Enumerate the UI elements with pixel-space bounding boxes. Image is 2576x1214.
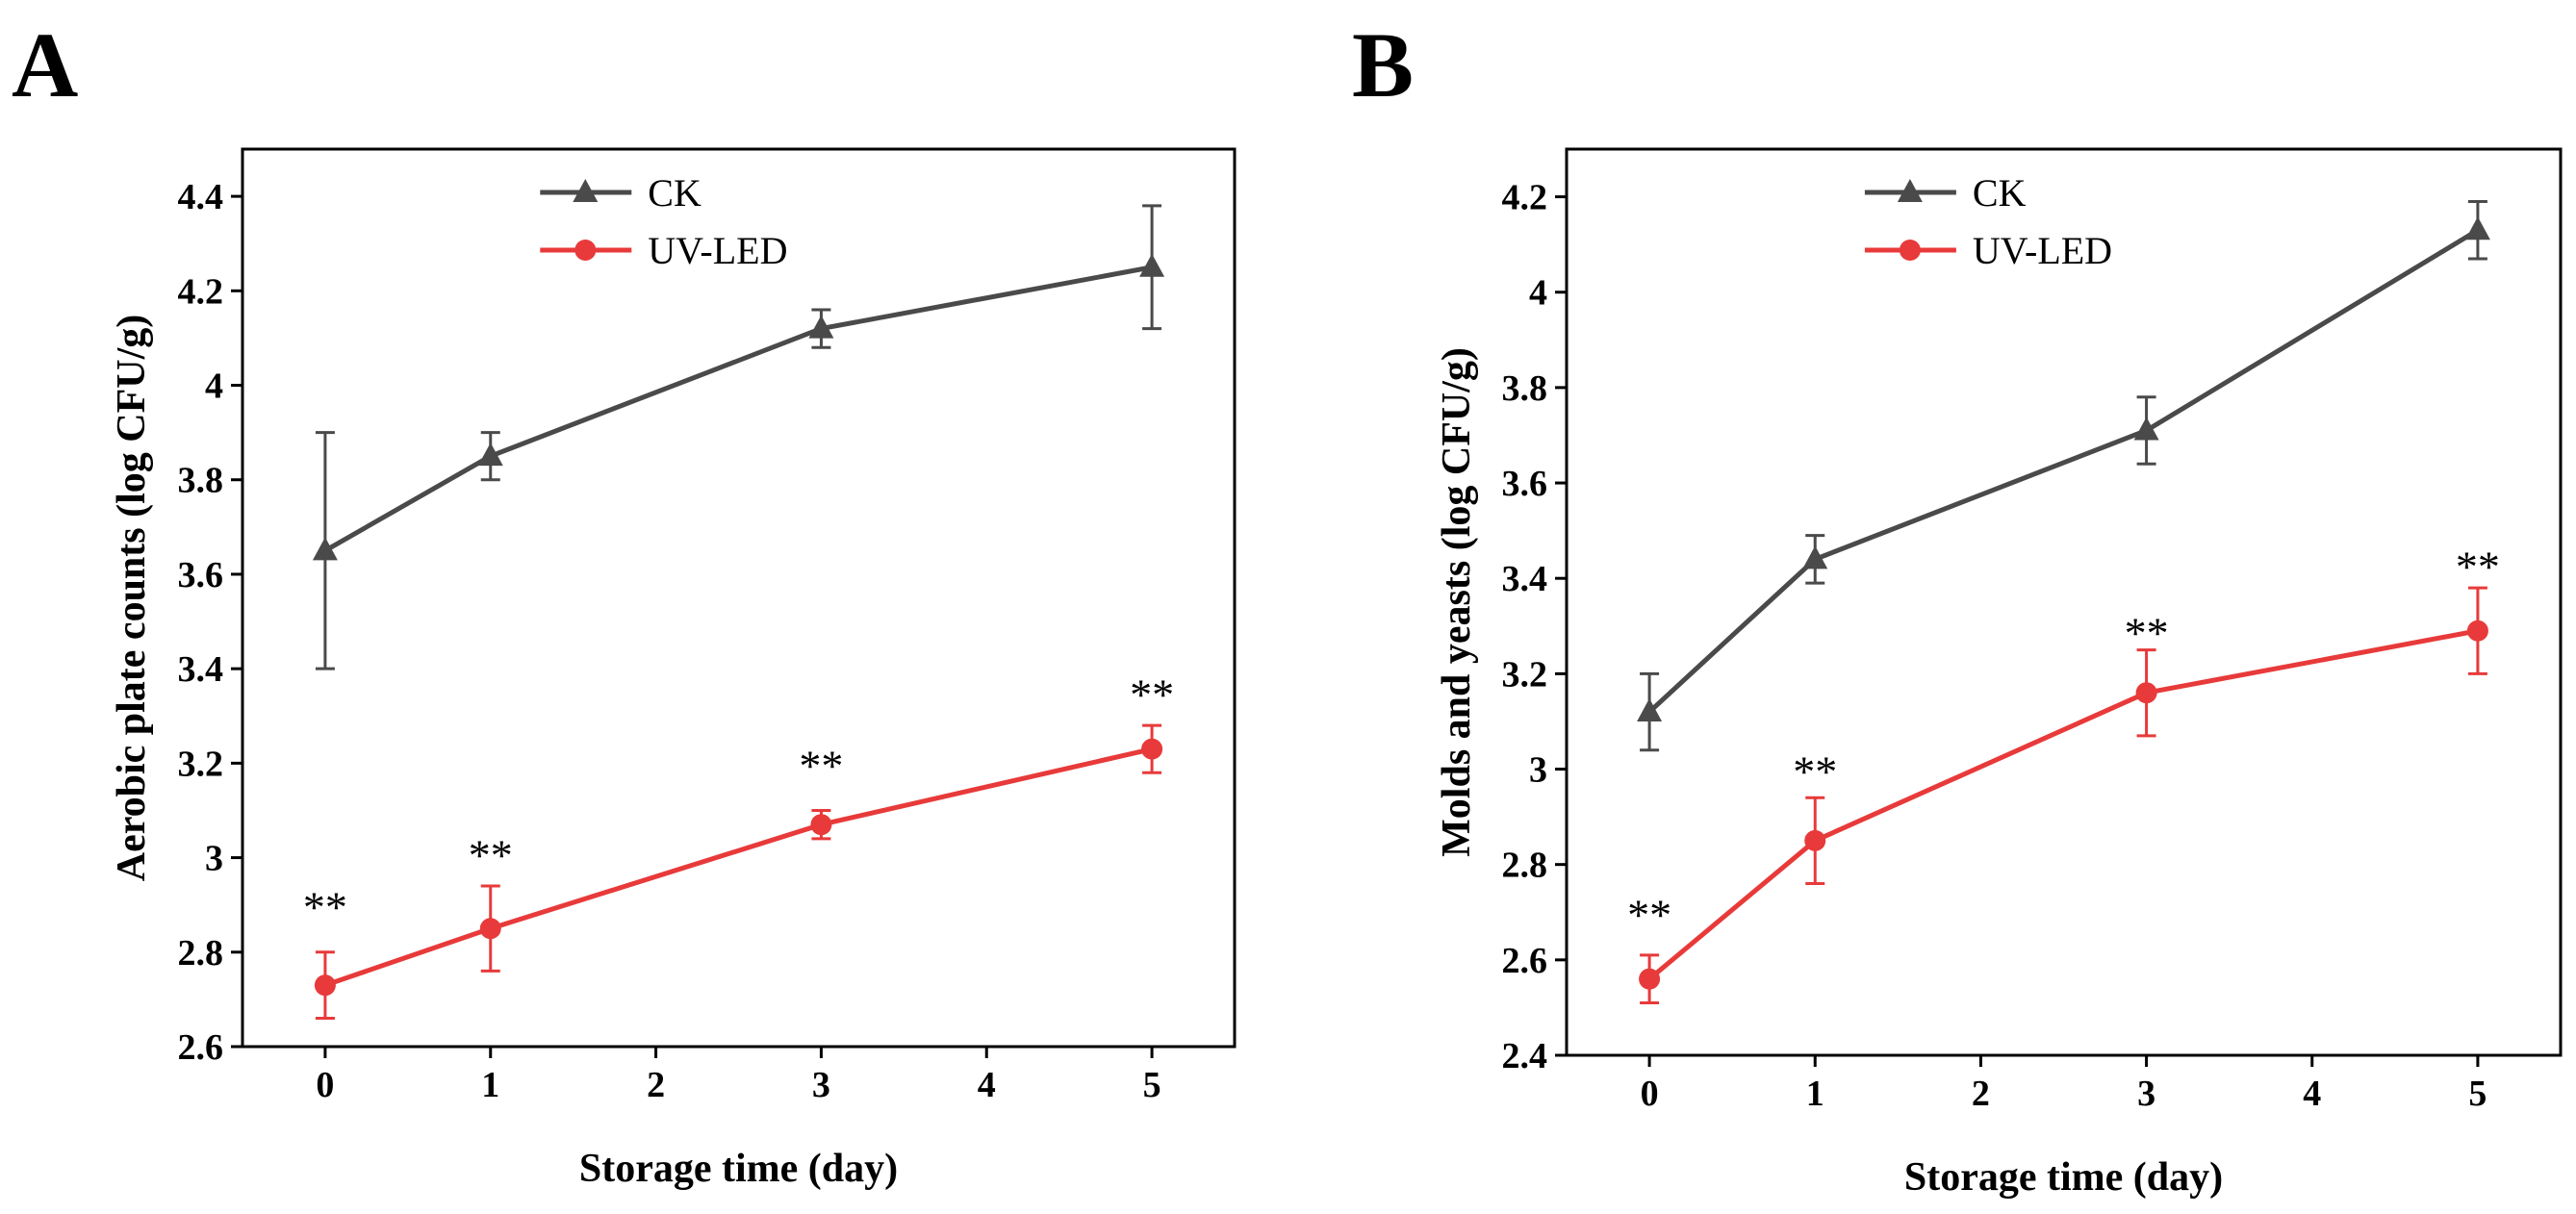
legend: CK UV-LED [540, 171, 787, 272]
legend: CK UV-LED [1864, 171, 2112, 272]
series-ck [1637, 200, 2490, 752]
x-tick-label: 2 [647, 1065, 665, 1105]
significance-label: ** [1130, 670, 1174, 720]
data-point [479, 918, 501, 940]
y-tick-label: 2.8 [1502, 846, 1548, 886]
significance-label: ** [303, 883, 347, 932]
plot-frame [1565, 147, 2563, 1057]
legend-label: UV-LED [1973, 229, 2112, 272]
y-tick-label: 3.8 [1502, 368, 1548, 409]
x-tick-label: 5 [1143, 1065, 1161, 1105]
legend-marker [573, 179, 599, 202]
plot-frame [241, 147, 1237, 1049]
y-tick-label: 3.2 [1502, 654, 1548, 695]
data-point [312, 537, 338, 561]
y-tick-label: 3 [1529, 750, 1547, 791]
data-point [1804, 829, 1826, 851]
data-point [808, 315, 834, 339]
significance-label: ** [2456, 542, 2500, 591]
series-line [323, 265, 1153, 553]
data-point [2466, 620, 2488, 642]
data-point [2135, 682, 2157, 704]
significance-label: ** [799, 741, 843, 790]
significance-label: ** [1793, 747, 1837, 797]
y-tick-label: 4.2 [178, 271, 224, 312]
legend-label: CK [648, 171, 701, 215]
data-point [2133, 417, 2159, 441]
y-tick-label: 4.2 [1502, 178, 1548, 218]
x-tick-label: 3 [2137, 1074, 2155, 1114]
y-tick-label: 3.2 [178, 744, 224, 784]
y-tick-label: 3.4 [178, 649, 224, 690]
data-point [1639, 968, 1661, 990]
x-tick-label: 1 [1806, 1074, 1824, 1114]
legend-marker [1899, 240, 1921, 261]
data-point [1139, 253, 1165, 277]
chart-panel-b: B 2.4 2.6 2.8 3 3.2 3.4 3.6 3.8 4 4.2 0 1 2 3 4 5 Storage… [1352, 13, 2563, 1200]
y-axis-label: Aerobic plate counts (log CFU/g) [110, 315, 154, 882]
data-point [477, 443, 503, 467]
x-tick-label: 4 [978, 1065, 996, 1105]
y-tick-label: 4 [1529, 273, 1547, 314]
chart-panel-a: A 2.6 2.8 3 3.2 3.4 3.6 3.8 4 4.2 4.4 0 1 2 3 4 5 Storage… [12, 13, 1237, 1191]
x-tick-label: 0 [316, 1065, 334, 1105]
y-tick-label: 2.8 [178, 933, 224, 974]
y-tick-label: 2.6 [1502, 941, 1548, 981]
significance-label: ** [2125, 609, 2169, 658]
y-tick-label: 3.8 [178, 461, 224, 501]
y-tick-label: 3.4 [1502, 559, 1548, 599]
y-tick-label: 2.6 [178, 1027, 224, 1068]
y-tick-label: 4.4 [178, 177, 224, 217]
legend-label: UV-LED [648, 229, 787, 272]
legend-label: CK [1973, 171, 2027, 215]
panel-label: B [1352, 13, 1414, 116]
significance-label: ** [1627, 890, 1671, 939]
data-point [810, 814, 832, 836]
x-axis-label: Storage time (day) [1904, 1155, 2223, 1200]
data-point [1141, 738, 1163, 760]
legend-marker [574, 240, 597, 261]
series-uv-led [1639, 586, 2488, 1004]
data-point [1637, 698, 1663, 722]
series-uv-led [314, 723, 1163, 1021]
x-tick-label: 0 [1641, 1074, 1659, 1114]
data-point [1802, 545, 1828, 569]
y-tick-label: 4 [205, 367, 223, 407]
y-tick-label: 3 [205, 839, 223, 879]
y-axis-label: Molds and yeasts (log CFU/g) [1435, 347, 1479, 857]
x-axis-label: Storage time (day) [579, 1147, 898, 1191]
x-tick-label: 3 [812, 1065, 830, 1105]
x-tick-label: 2 [1972, 1074, 1990, 1114]
series-line [324, 746, 1153, 988]
y-tick-label: 2.4 [1502, 1036, 1548, 1076]
x-tick-label: 5 [2468, 1074, 2487, 1114]
series-ck [312, 204, 1165, 670]
series-line [1647, 228, 2480, 714]
significance-label: ** [469, 831, 513, 880]
x-tick-label: 4 [2303, 1074, 2321, 1114]
x-tick-label: 1 [481, 1065, 499, 1105]
data-point [2464, 216, 2490, 240]
legend-marker [1897, 179, 1923, 202]
panel-label: A [12, 13, 78, 116]
y-tick-label: 3.6 [1502, 464, 1548, 504]
series-line [1647, 628, 2479, 981]
y-tick-label: 3.6 [178, 555, 224, 595]
data-point [314, 974, 336, 997]
